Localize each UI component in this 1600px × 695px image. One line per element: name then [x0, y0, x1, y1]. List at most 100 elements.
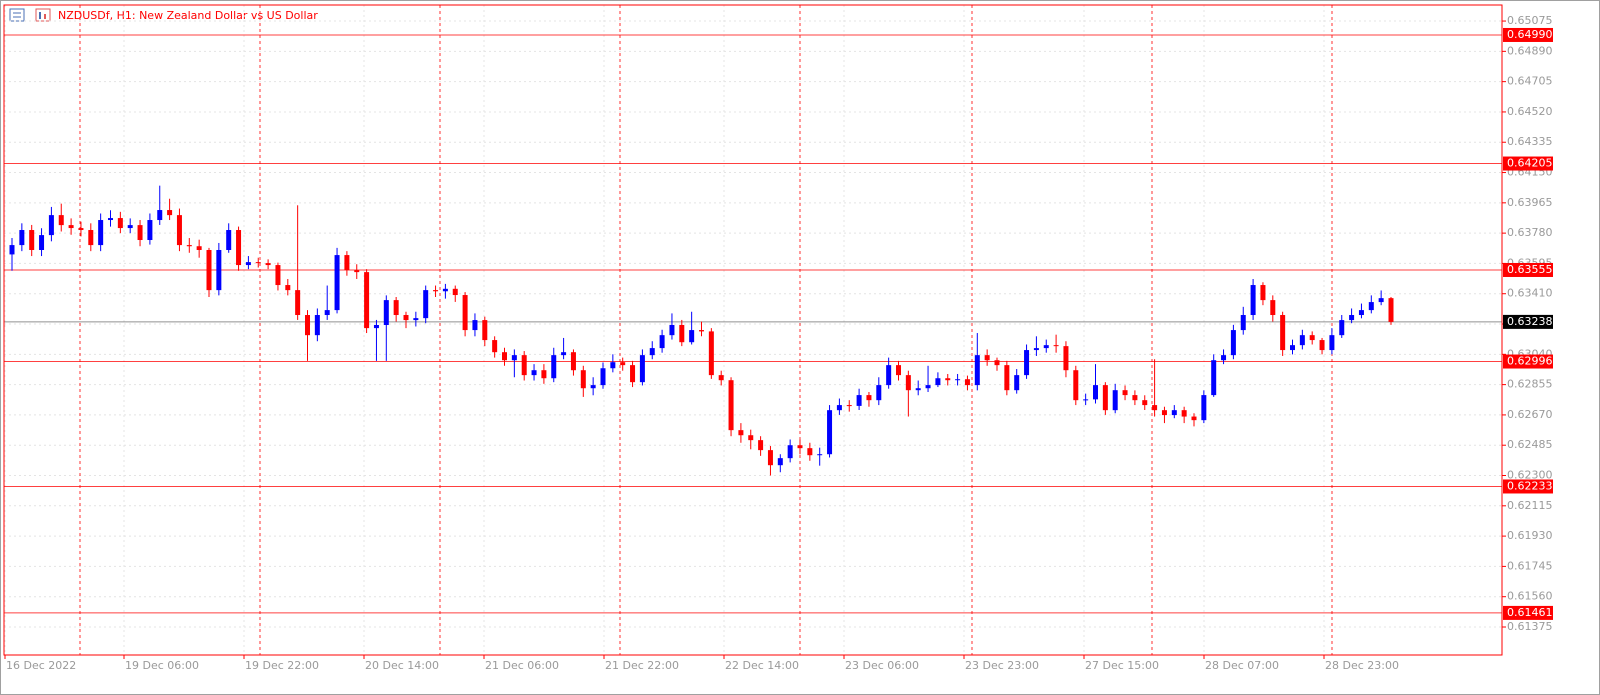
candle-body: [620, 362, 626, 366]
candle-body: [1122, 390, 1128, 396]
candle-body: [797, 445, 803, 449]
candle-body: [206, 249, 212, 291]
candle-body: [1349, 315, 1355, 321]
candle-body: [925, 385, 931, 389]
y-tick-label: 0.63965: [1507, 196, 1553, 209]
candle-body: [452, 288, 458, 296]
level-label-box: [1503, 27, 1553, 42]
candle-body: [285, 285, 291, 291]
candle-body: [905, 375, 911, 391]
candle-body: [1073, 370, 1079, 401]
x-tick-label: 23 Dec 06:00: [845, 659, 919, 672]
level-label-box: [1503, 156, 1553, 171]
candle-body: [600, 368, 606, 386]
x-tick-label: 28 Dec 07:00: [1205, 659, 1279, 672]
candle-body: [393, 300, 399, 316]
candle-body: [137, 225, 143, 241]
candle-body: [689, 330, 695, 343]
chart-title: NZDUSDf, H1: New Zealand Dollar vs US Do…: [58, 9, 318, 22]
candle-body: [945, 378, 951, 381]
candle-body: [314, 315, 320, 336]
candle-body: [1270, 300, 1276, 316]
candle-body: [777, 458, 783, 466]
y-tick-label: 0.62115: [1507, 499, 1553, 512]
candle-body: [383, 300, 389, 326]
candle-body: [1043, 345, 1049, 349]
x-tick-label: 21 Dec 22:00: [605, 659, 679, 672]
candle-body: [767, 450, 773, 466]
candle-body: [462, 295, 468, 331]
candle-body: [1083, 399, 1089, 401]
candle-body: [561, 352, 567, 356]
candle-body: [1290, 345, 1295, 351]
candle-body: [295, 290, 301, 316]
y-tick-label: 0.64890: [1507, 44, 1553, 57]
candle-body: [748, 435, 754, 441]
candle-body: [364, 272, 370, 329]
candle-body: [305, 315, 310, 336]
candle-body: [176, 215, 182, 246]
y-tick-label: 0.65075: [1507, 14, 1553, 27]
candle-body: [1240, 315, 1246, 331]
candle-body: [58, 215, 64, 226]
candle-body: [423, 290, 429, 319]
candle-body: [482, 320, 488, 341]
candle-body: [886, 365, 892, 386]
candle-body: [964, 379, 970, 386]
icon-list: [9, 8, 25, 22]
candle-body: [147, 220, 153, 241]
icon-chart: [35, 8, 51, 22]
candle-body: [1319, 340, 1325, 351]
candles: [9, 185, 1394, 476]
candle-body: [974, 355, 980, 386]
candle-body: [1260, 285, 1266, 301]
y-tick-label: 0.62670: [1507, 408, 1553, 421]
candle-body: [649, 348, 655, 356]
y-tick-label: 0.62300: [1507, 469, 1553, 482]
candle-body: [935, 378, 941, 386]
current-price-box: [1503, 314, 1553, 329]
candle-body: [157, 210, 163, 221]
candle-body: [1132, 395, 1138, 401]
candle-body: [1280, 315, 1286, 351]
candle-body: [1211, 360, 1217, 396]
candle-body: [403, 315, 409, 321]
level-label-box: [1503, 479, 1553, 494]
candle-body: [1112, 390, 1118, 411]
y-tick-label: 0.63410: [1507, 287, 1553, 300]
candle-body: [994, 360, 1000, 366]
y-tick-label: 0.61560: [1507, 590, 1553, 603]
x-tick-label: 16 Dec 2022: [6, 659, 76, 672]
candle-body: [896, 365, 901, 376]
candle-body: [699, 330, 704, 332]
candle-body: [708, 331, 714, 376]
x-tick-label: 19 Dec 22:00: [245, 659, 319, 672]
candle-body: [275, 265, 281, 286]
candle-body: [669, 325, 675, 336]
candle-body: [915, 388, 921, 391]
y-tick-label: 0.62855: [1507, 378, 1553, 391]
candle-body: [807, 448, 813, 456]
candle-body: [354, 270, 360, 273]
candle-body: [511, 355, 517, 361]
candle-body: [334, 255, 340, 311]
y-tick-label: 0.61375: [1507, 620, 1553, 633]
candle-body: [1191, 416, 1197, 421]
candle-body: [98, 220, 104, 246]
level-label: 0.62996: [1507, 355, 1553, 368]
candle-body: [1063, 346, 1069, 371]
candle-body: [1053, 345, 1059, 347]
candle-body: [39, 235, 45, 250]
candle-body: [738, 430, 744, 436]
candle-body: [442, 288, 448, 292]
candle-body: [1201, 395, 1207, 421]
candle-body: [1024, 350, 1030, 376]
candle-body: [955, 379, 961, 381]
candle-body: [570, 352, 576, 371]
candle-body: [590, 385, 596, 389]
x-tick-label: 20 Dec 14:00: [365, 659, 439, 672]
candle-body: [245, 262, 251, 266]
level-label: 0.61461: [1507, 606, 1553, 619]
candle-body: [492, 340, 498, 353]
